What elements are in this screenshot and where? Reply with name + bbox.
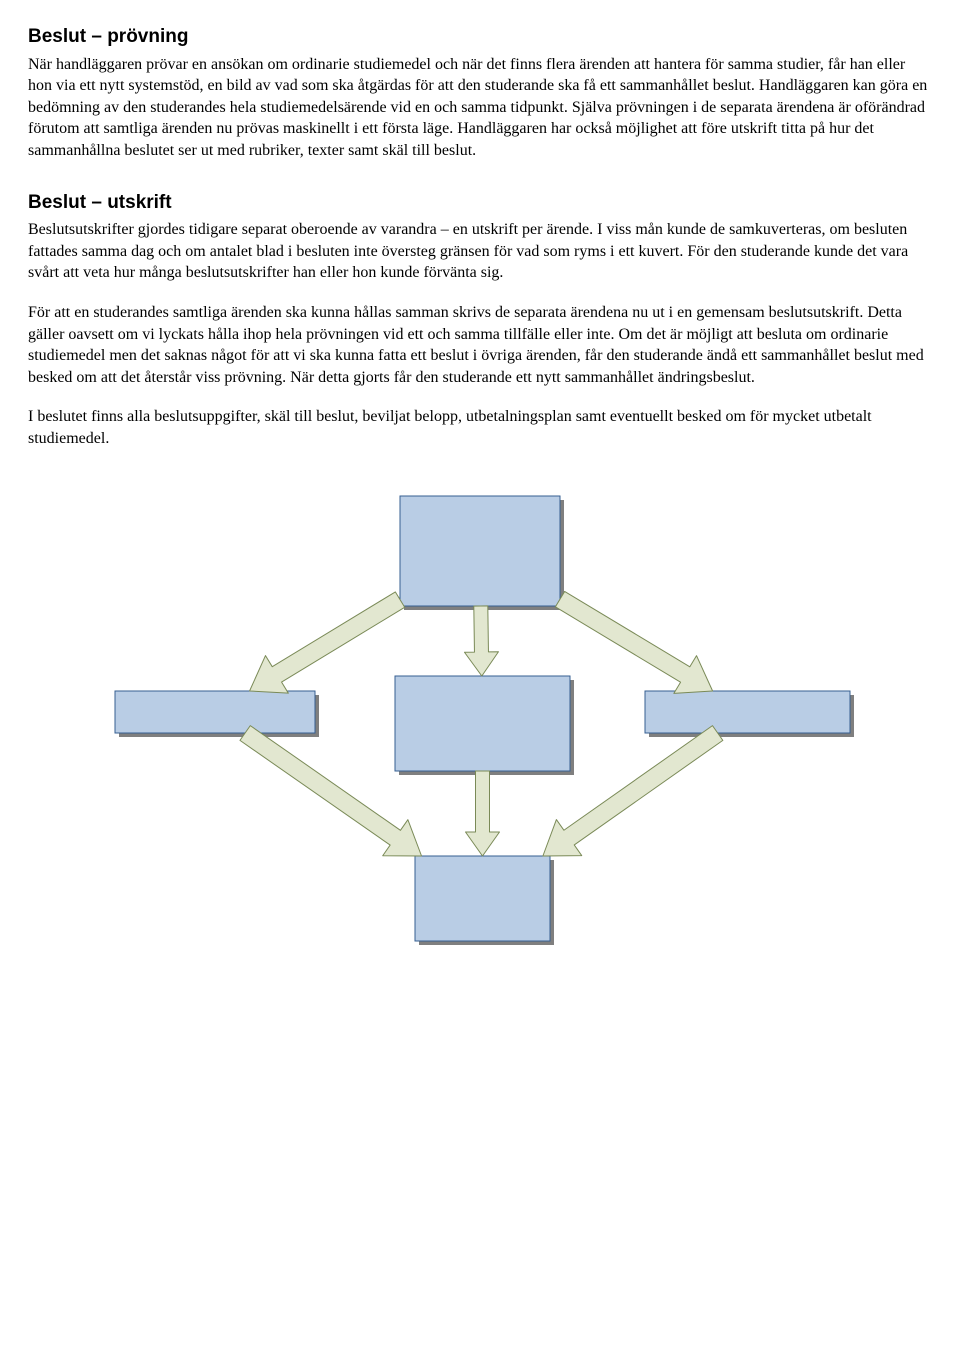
flowchart-svg bbox=[65, 486, 895, 956]
paragraph-provning: När handläggaren prövar en ansökan om or… bbox=[28, 54, 932, 162]
flowchart-node-left bbox=[115, 691, 315, 733]
flowchart-node-bottom bbox=[415, 856, 550, 941]
flowchart-arrow-mid-bottom bbox=[466, 771, 500, 856]
paragraph-utskrift-2: För att en studerandes samtliga ärenden … bbox=[28, 302, 932, 388]
flowchart-arrow-top-left bbox=[250, 592, 405, 693]
heading-beslut-provning: Beslut – prövning bbox=[28, 24, 932, 50]
flowchart-node-top bbox=[400, 496, 560, 606]
flowchart-arrow-top-mid bbox=[464, 605, 498, 675]
heading-beslut-utskrift: Beslut – utskrift bbox=[28, 190, 932, 216]
flowchart-node-mid bbox=[395, 676, 570, 771]
flowchart-container bbox=[28, 486, 932, 956]
paragraph-utskrift-3: I beslutet finns alla beslutsuppgifter, … bbox=[28, 406, 932, 449]
flowchart-node-right bbox=[645, 691, 850, 733]
flowchart-arrow-top-right bbox=[555, 591, 712, 693]
paragraph-utskrift-1: Beslutsutskrifter gjordes tidigare separ… bbox=[28, 219, 932, 284]
flowchart-arrow-left-bottom bbox=[240, 725, 422, 855]
